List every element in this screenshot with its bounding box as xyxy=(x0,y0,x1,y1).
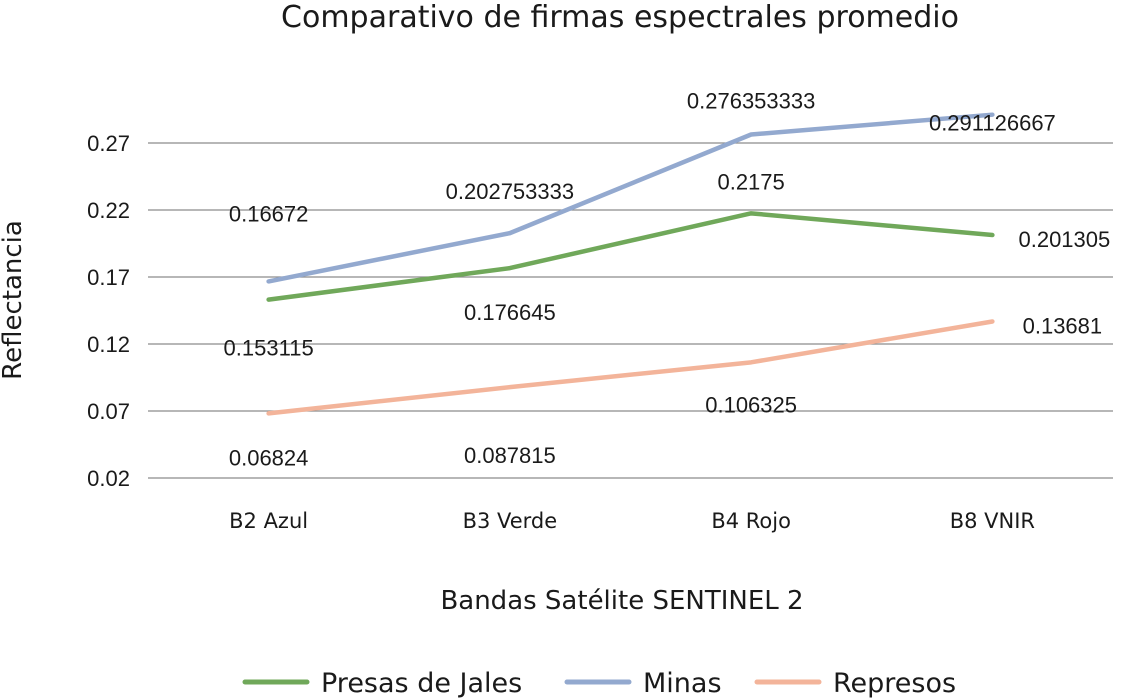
y-tick-label: 0.12 xyxy=(87,332,130,357)
chart-title: Comparativo de firmas espectrales promed… xyxy=(281,0,959,35)
data-label: 0.276353333 xyxy=(687,88,815,113)
y-axis-title: Reflectancia xyxy=(0,220,28,380)
x-tick-label: B8 VNIR xyxy=(950,509,1035,533)
data-labels: 0.153115 0.176645 0.2175 0.201305 0.16672 0.2… xyxy=(224,88,1111,470)
series-line-minas xyxy=(266,112,995,284)
series-lines xyxy=(266,112,995,416)
data-label: 0.06824 xyxy=(229,445,309,470)
data-label: 0.16672 xyxy=(229,201,309,226)
x-axis-categories: B2 Azul B3 Verde B4 Rojo B8 VNIR xyxy=(229,509,1035,533)
data-label: 0.13681 xyxy=(1023,313,1103,338)
x-tick-label: B3 Verde xyxy=(463,509,558,533)
data-label: 0.176645 xyxy=(464,300,556,325)
y-tick-label: 0.17 xyxy=(87,265,130,290)
y-tick-label: 0.22 xyxy=(87,198,130,223)
data-label: 0.201305 xyxy=(1018,227,1110,252)
x-tick-label: B2 Azul xyxy=(229,509,308,533)
data-label: 0.106325 xyxy=(705,392,797,417)
y-tick-label: 0.07 xyxy=(87,399,130,424)
data-label: 0.087815 xyxy=(464,443,556,468)
x-axis-title: Bandas Satélite SENTINEL 2 xyxy=(440,586,803,616)
data-label: 0.202753333 xyxy=(446,179,574,204)
legend-label: Represos xyxy=(833,668,956,699)
y-tick-label: 0.27 xyxy=(87,131,130,156)
legend-label: Minas xyxy=(643,668,722,699)
series-line-represos xyxy=(266,319,995,416)
x-tick-label: B4 Rojo xyxy=(711,509,791,533)
gridlines xyxy=(148,142,1113,479)
series-line-presas-de-jales xyxy=(266,211,995,302)
legend-label: Presas de Jales xyxy=(321,668,522,699)
y-tick-label: 0.02 xyxy=(87,466,130,491)
data-label: 0.153115 xyxy=(224,336,314,361)
data-label: 0.291126667 xyxy=(929,111,1056,136)
legend: Presas de Jales Minas Represos xyxy=(242,668,956,699)
data-label: 0.2175 xyxy=(717,169,784,194)
y-axis-ticks: 0.02 0.07 0.12 0.17 0.22 0.27 xyxy=(87,131,130,491)
